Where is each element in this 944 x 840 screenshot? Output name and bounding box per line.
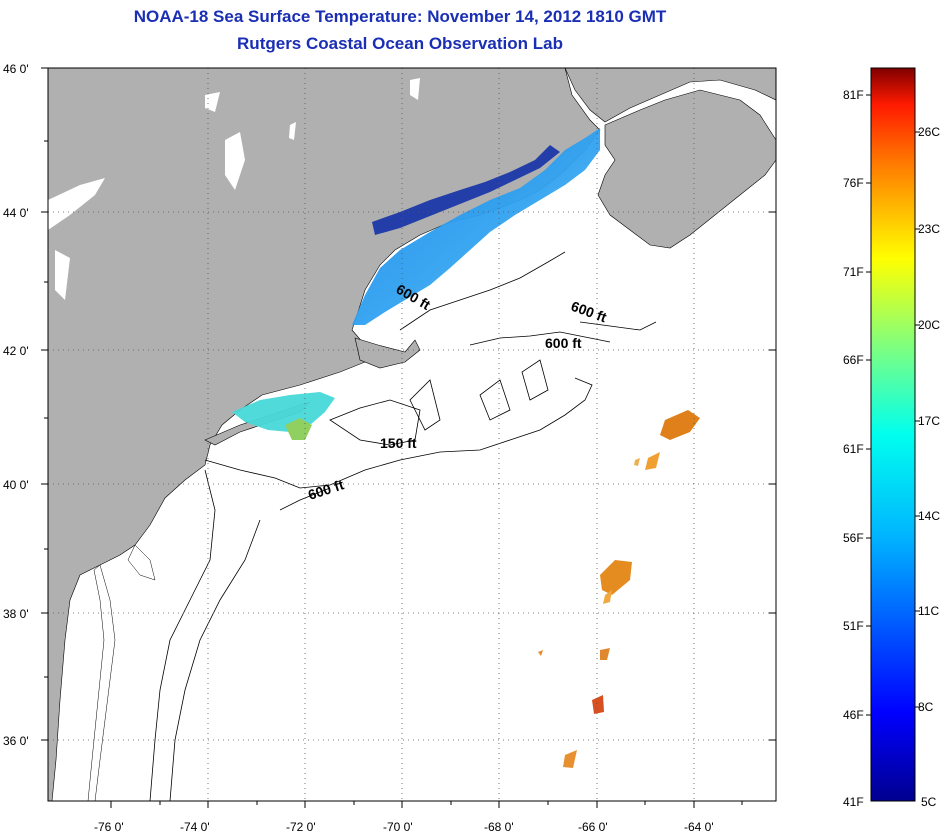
lat-label: 36 0' [3,734,29,748]
lake [55,250,70,300]
land-northern-canada [564,68,776,123]
colorbar-label-c: 26C [918,125,940,139]
contour-label: 600 ft [545,335,582,351]
sst-southern-new-england [232,392,335,432]
lake [410,78,420,100]
colorbar-label-f: 56F [843,531,864,545]
colorbar-label-f: 46F [843,708,864,722]
lon-label: -74 0' [180,820,210,834]
land-nova-scotia [597,89,776,249]
lake [225,132,245,190]
lake [289,122,296,140]
lon-label: -64 0' [684,820,714,834]
sst-gulf-stream-patches [538,410,700,768]
lon-label: -70 0' [383,820,413,834]
lat-label: 40 0' [3,478,29,492]
colorbar-label-c: 20C [918,318,940,332]
lon-label: -72 0' [286,820,316,834]
colorbar-label-c: 23C [918,222,940,236]
lat-label: 42 0' [3,344,29,358]
land-cape-cod [354,337,421,369]
map-title: NOAA-18 Sea Surface Temperature: Novembe… [133,7,667,26]
colorbar-label-f: 81F [843,88,864,102]
lat-label: 38 0' [3,607,29,621]
lake [205,92,220,112]
map-subtitle: Rutgers Coastal Ocean Observation Lab [237,34,563,53]
colorbar [870,67,916,802]
lon-label: -68 0' [484,820,514,834]
colorbar-label-f: 51F [843,619,864,633]
colorbar-ticks [866,94,920,716]
colorbar-label-f: 61F [843,442,864,456]
sst-gulf-of-maine [352,128,600,325]
gridlines [48,68,776,801]
sst-coastal-cold [372,145,560,235]
contour-label: 150 ft [380,435,417,451]
colorbar-label-f: 41F [843,795,864,809]
colorbar-label-c: 14C [918,509,940,523]
colorbar-label-f: 71F [843,265,864,279]
bathymetry-contours [149,251,657,801]
colorbar-label-c: 11C [918,604,939,618]
lat-label: 44 0' [3,206,29,220]
chesapeake-bay [87,564,116,801]
colorbar-label-c: 17C [918,414,940,428]
map-frame [47,67,777,802]
colorbar-label-f: 66F [843,353,864,367]
delaware-bay [127,544,156,581]
lon-label: -66 0' [578,820,608,834]
lake [48,178,105,230]
colorbar-label-c: 8C [918,700,934,714]
colorbar-label-f: 76F [843,176,864,190]
lon-label: -76 0' [94,820,124,834]
lat-label: 46 0' [3,62,29,76]
colorbar-label-c: 5C [921,795,937,809]
axis-ticks [41,67,776,808]
